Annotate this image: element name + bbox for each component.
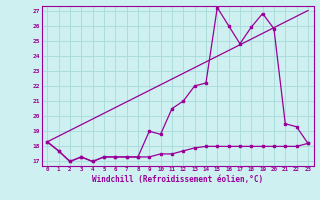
- X-axis label: Windchill (Refroidissement éolien,°C): Windchill (Refroidissement éolien,°C): [92, 175, 263, 184]
